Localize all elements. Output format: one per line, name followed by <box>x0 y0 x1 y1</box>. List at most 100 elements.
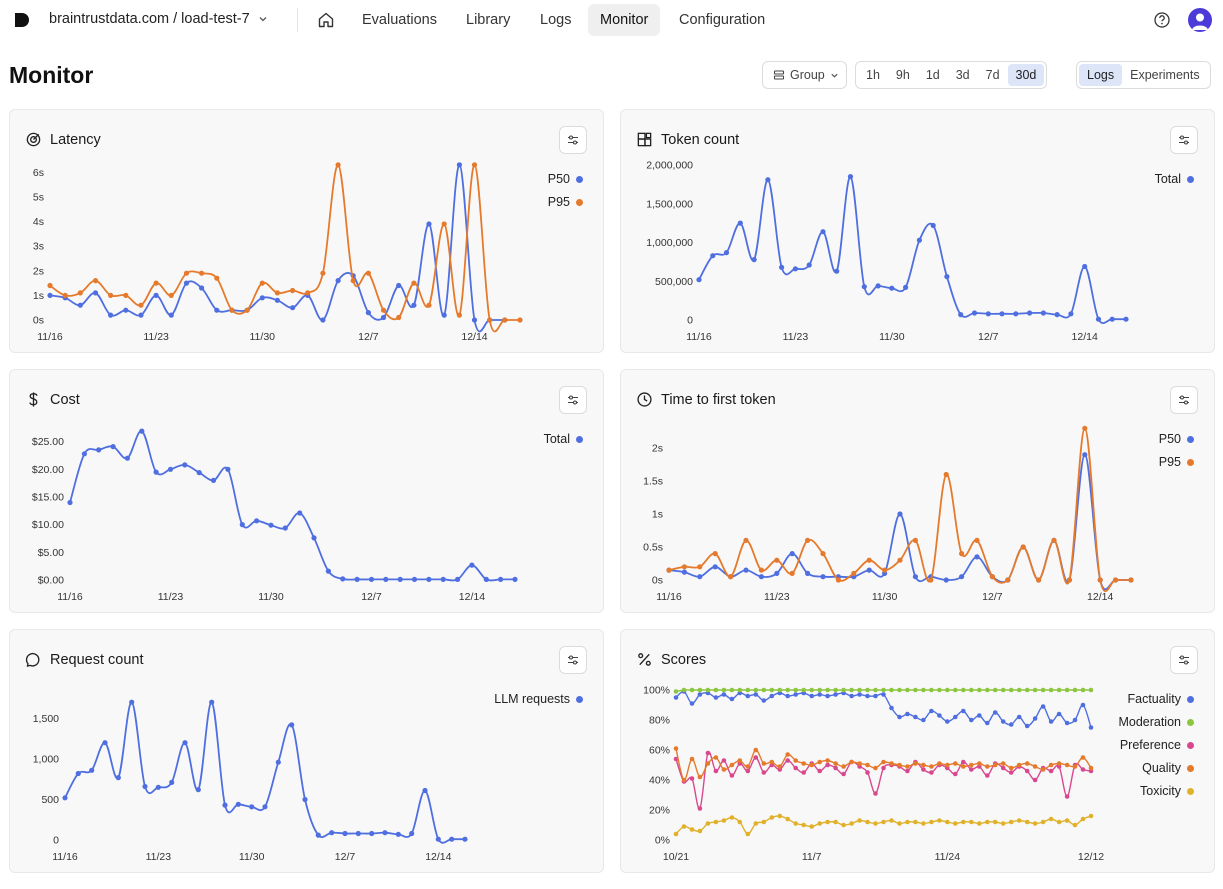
data-point[interactable] <box>753 687 759 693</box>
data-point[interactable] <box>1032 777 1038 783</box>
data-point[interactable] <box>905 768 910 774</box>
data-point[interactable] <box>422 787 428 794</box>
data-point[interactable] <box>971 310 978 316</box>
data-point[interactable] <box>728 574 734 580</box>
data-point[interactable] <box>713 819 719 825</box>
data-point[interactable] <box>297 510 303 516</box>
data-point[interactable] <box>769 693 775 699</box>
data-point[interactable] <box>214 307 220 313</box>
data-point[interactable] <box>182 740 188 746</box>
data-point[interactable] <box>1048 768 1054 774</box>
data-point[interactable] <box>929 687 934 693</box>
data-point[interactable] <box>945 819 950 825</box>
data-point[interactable] <box>1024 761 1030 766</box>
data-point[interactable] <box>275 759 281 765</box>
data-point[interactable] <box>441 312 447 318</box>
data-point[interactable] <box>697 687 703 693</box>
range-7d[interactable]: 7d <box>985 68 1000 82</box>
data-point[interactable] <box>761 819 767 825</box>
data-point[interactable] <box>961 764 966 769</box>
data-point[interactable] <box>958 312 964 318</box>
data-point[interactable] <box>138 312 144 318</box>
data-point[interactable] <box>1082 425 1088 431</box>
data-point[interactable] <box>897 821 902 826</box>
data-point[interactable] <box>809 693 814 699</box>
data-point[interactable] <box>913 761 918 766</box>
data-point[interactable] <box>881 819 886 825</box>
data-point[interactable] <box>801 822 806 828</box>
data-point[interactable] <box>809 824 814 829</box>
data-point[interactable] <box>673 831 679 837</box>
data-point[interactable] <box>1020 544 1026 550</box>
data-point[interactable] <box>785 693 790 699</box>
data-point[interactable] <box>209 699 215 705</box>
legend-item[interactable]: LLM requests <box>494 688 583 711</box>
data-point[interactable] <box>992 687 998 693</box>
data-point[interactable] <box>512 576 518 582</box>
data-point[interactable] <box>865 687 870 693</box>
data-point[interactable] <box>873 765 878 771</box>
data-point[interactable] <box>305 290 311 296</box>
data-point[interactable] <box>47 282 53 289</box>
data-point[interactable] <box>713 687 719 693</box>
data-point[interactable] <box>729 762 735 768</box>
data-point[interactable] <box>355 830 361 837</box>
data-point[interactable] <box>380 314 387 321</box>
data-point[interactable] <box>1024 819 1030 825</box>
data-point[interactable] <box>737 819 743 825</box>
data-point[interactable] <box>380 307 387 313</box>
data-point[interactable] <box>138 302 144 308</box>
legend-item[interactable]: P50 <box>548 168 583 191</box>
data-point[interactable] <box>943 471 949 478</box>
data-point[interactable] <box>705 821 711 826</box>
data-point[interactable] <box>62 292 68 298</box>
data-point[interactable] <box>229 307 235 313</box>
data-point[interactable] <box>1032 687 1038 693</box>
data-point[interactable] <box>502 317 508 323</box>
data-point[interactable] <box>897 714 902 720</box>
data-point[interactable] <box>969 717 974 723</box>
data-point[interactable] <box>881 759 886 765</box>
data-point[interactable] <box>889 705 894 711</box>
data-point[interactable] <box>673 746 679 751</box>
data-point[interactable] <box>969 767 974 772</box>
data-point[interactable] <box>833 761 838 766</box>
data-point[interactable] <box>75 770 81 777</box>
data-point[interactable] <box>758 574 764 580</box>
data-point[interactable] <box>866 557 872 563</box>
data-point[interactable] <box>881 765 886 771</box>
data-point[interactable] <box>1048 687 1054 693</box>
data-point[interactable] <box>123 292 129 298</box>
data-point[interactable] <box>961 687 966 693</box>
data-point[interactable] <box>916 237 922 243</box>
data-point[interactable] <box>977 821 982 826</box>
data-point[interactable] <box>825 687 830 693</box>
nav-monitor[interactable]: Monitor <box>588 4 661 36</box>
data-point[interactable] <box>820 574 826 580</box>
data-point[interactable] <box>696 277 702 283</box>
data-point[interactable] <box>913 714 918 720</box>
braintrust-logo-icon[interactable] <box>12 11 30 29</box>
range-1d[interactable]: 1d <box>925 68 940 82</box>
data-point[interactable] <box>849 821 854 826</box>
legend-item[interactable]: Moderation <box>1118 711 1194 734</box>
source-logs[interactable]: Logs <box>1079 64 1123 86</box>
data-point[interactable] <box>751 257 757 263</box>
data-point[interactable] <box>268 522 274 528</box>
data-point[interactable] <box>1027 310 1033 316</box>
data-point[interactable] <box>689 827 695 832</box>
legend-item[interactable]: P50 <box>1159 428 1194 451</box>
data-point[interactable] <box>290 287 296 294</box>
data-point[interactable] <box>1024 768 1030 774</box>
data-point[interactable] <box>777 687 783 693</box>
data-point[interactable] <box>849 687 854 693</box>
data-point[interactable] <box>395 831 401 837</box>
data-point[interactable] <box>124 455 130 461</box>
nav-logs[interactable]: Logs <box>540 12 572 28</box>
data-point[interactable] <box>689 776 695 781</box>
data-point[interactable] <box>1051 537 1057 543</box>
data-point[interactable] <box>777 764 783 769</box>
data-point[interactable] <box>743 567 749 573</box>
data-point[interactable] <box>47 292 53 298</box>
data-point[interactable] <box>1040 687 1046 693</box>
